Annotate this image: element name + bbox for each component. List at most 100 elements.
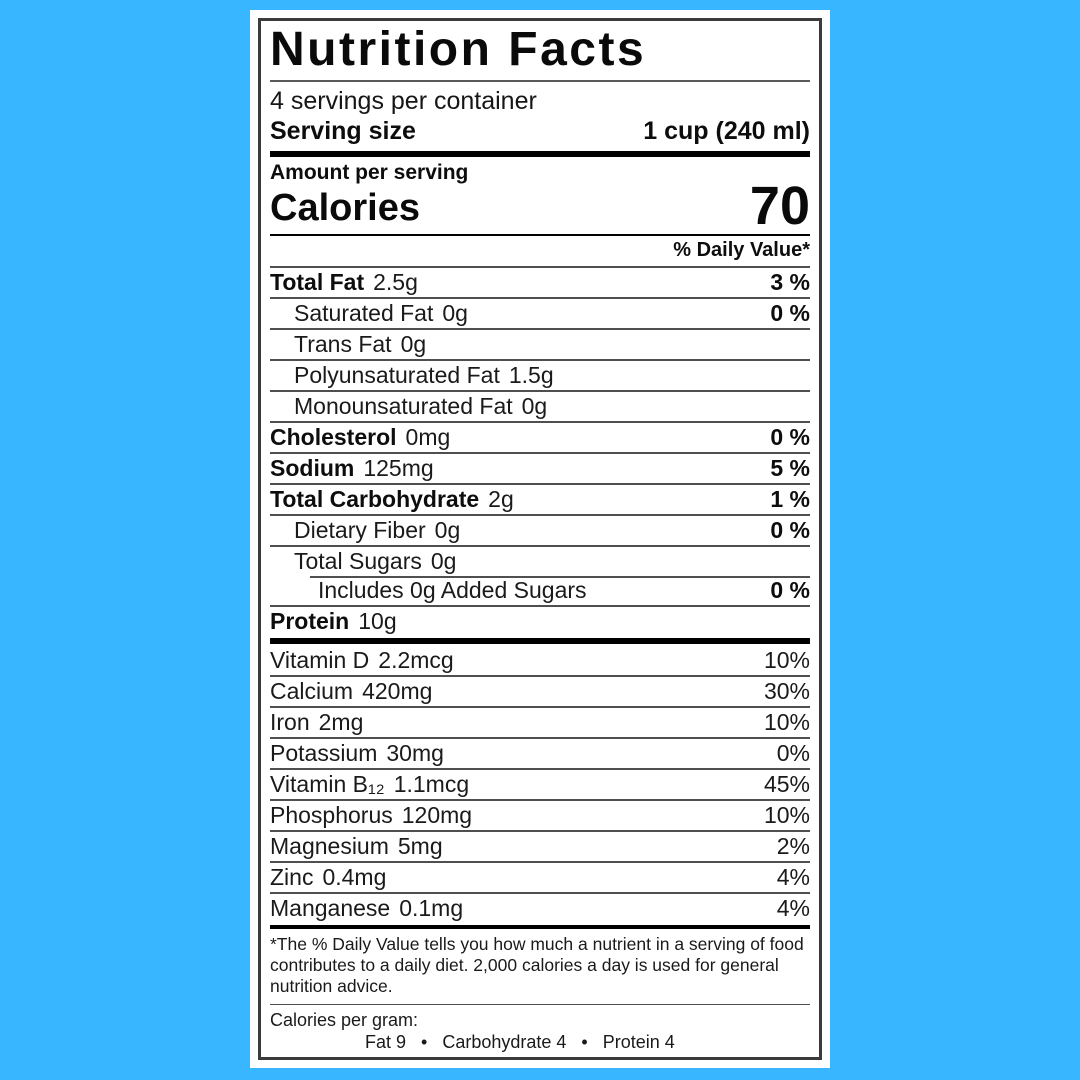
row-monounsaturated-fat: Monounsaturated Fat 0g xyxy=(270,390,810,421)
nutrient-dv: 4% xyxy=(776,864,810,891)
daily-value-header: % Daily Value* xyxy=(673,239,810,262)
serving-size-label: Serving size xyxy=(270,116,416,145)
row-zinc: Zinc 0.4mg 4% xyxy=(270,861,810,892)
row-protein: Protein 10g xyxy=(270,605,810,636)
row-iron: Iron 2mg 10% xyxy=(270,706,810,737)
nutrient-dv: 4% xyxy=(776,895,810,922)
nutrient-name: Iron xyxy=(270,709,310,736)
nutrient-name: Saturated Fat xyxy=(294,300,434,327)
nutrient-amount: 0g xyxy=(430,548,457,575)
medium-divider-bar xyxy=(270,925,810,929)
nutrient-amount: 1.5g xyxy=(508,362,554,389)
row-added-sugars: Includes 0g Added Sugars 0 % xyxy=(270,576,810,605)
nutrient-amount: 2mg xyxy=(318,709,364,736)
nutrient-amount: 120mg xyxy=(401,802,473,829)
nutrient-dv: 0 % xyxy=(770,577,810,604)
row-total-carbohydrate: Total Carbohydrate 2g 1 % xyxy=(270,483,810,514)
row-saturated-fat: Saturated Fat 0g 0 % xyxy=(270,297,810,328)
nutrient-dv: 10% xyxy=(763,709,810,736)
nutrient-name: Protein xyxy=(270,608,350,635)
nutrient-name: Total Fat xyxy=(270,269,365,296)
nutrient-amount: 125mg xyxy=(363,455,434,482)
label-title: Nutrition Facts xyxy=(270,23,810,82)
vitamin-mineral-table: Vitamin D 2.2mcg 10% Calcium 420mg 30% Iro… xyxy=(270,646,810,923)
nutrient-name: Zinc xyxy=(270,864,314,891)
medium-divider-bar xyxy=(270,233,810,237)
thick-divider-bar xyxy=(270,150,810,157)
nutrient-name: Manganese xyxy=(270,895,391,922)
row-trans-fat: Trans Fat 0g xyxy=(270,328,810,359)
calories-value: 70 xyxy=(749,175,810,236)
nutrient-name: Monounsaturated Fat xyxy=(294,393,513,420)
nutrient-name: Vitamin D xyxy=(270,647,370,674)
row-total-fat: Total Fat 2.5g 3 % xyxy=(270,266,810,297)
calories-label: Calories xyxy=(270,186,420,229)
calories-per-gram-values: Fat 9 • Carbohydrate 4 • Protein 4 xyxy=(365,1031,675,1052)
nutrient-name: Magnesium xyxy=(270,833,389,860)
nutrient-name: Phosphorus xyxy=(270,802,393,829)
nutrient-name: Cholesterol xyxy=(270,424,397,451)
nutrient-dv: 2% xyxy=(776,833,810,860)
row-potassium: Potassium 30mg 0% xyxy=(270,737,810,768)
nutrient-dv: 10% xyxy=(763,802,810,829)
nutrient-amount: 0.4mg xyxy=(322,864,387,891)
nutrient-dv: 1 % xyxy=(770,486,810,513)
row-magnesium: Magnesium 5mg 2% xyxy=(270,830,810,861)
nutrient-amount: 0g xyxy=(400,331,427,358)
row-vitamin-d: Vitamin D 2.2mcg 10% xyxy=(270,646,810,675)
serving-size-value: 1 cup (240 ml) xyxy=(643,116,810,145)
nutrient-name: Total Sugars xyxy=(294,548,422,575)
nutrient-name: Sodium xyxy=(270,455,355,482)
nutrient-name: Calcium xyxy=(270,678,354,705)
nutrient-amount: 0g xyxy=(521,393,548,420)
row-manganese: Manganese 0.1mg 4% xyxy=(270,892,810,923)
row-dietary-fiber: Dietary Fiber 0g 0 % xyxy=(270,514,810,545)
nutrient-amount: 420mg xyxy=(362,678,433,705)
nutrient-amount: 2.2mcg xyxy=(378,647,454,674)
servings-per-container: 4 servings per container xyxy=(270,86,537,115)
row-calcium: Calcium 420mg 30% xyxy=(270,675,810,706)
nutrient-dv: 10% xyxy=(763,647,810,674)
nutrient-amount: 0.1mg xyxy=(399,895,464,922)
nutrient-dv: 0% xyxy=(776,740,810,767)
nutrient-amount: 0g xyxy=(442,300,468,327)
nutrient-amount: 2g xyxy=(488,486,514,513)
nutrient-amount: 2.5g xyxy=(373,269,418,296)
row-cholesterol: Cholesterol 0mg 0 % xyxy=(270,421,810,452)
nutrient-name: Vitamin B₁₂ xyxy=(270,771,385,798)
row-polyunsaturated-fat: Polyunsaturated Fat 1.5g xyxy=(270,359,810,390)
nutrient-table: Total Fat 2.5g 3 % Saturated Fat 0g 0 % Tr… xyxy=(270,266,810,636)
daily-value-footnote: *The % Daily Value tells you how much a … xyxy=(270,933,804,996)
calories-per-gram-label: Calories per gram: xyxy=(270,1009,419,1030)
calories-per-gram-block: Calories per gram: Fat 9 • Carbohydrate … xyxy=(270,1005,810,1053)
nutrient-dv: 3 % xyxy=(770,269,810,296)
nutrient-amount: 0mg xyxy=(405,424,451,451)
row-vitamin-b12: Vitamin B₁₂ 1.1mcg 45% xyxy=(270,768,810,799)
nutrient-name: Polyunsaturated Fat xyxy=(294,362,500,389)
nutrition-facts-label: Nutrition Facts 4 servings per container… xyxy=(258,18,822,1060)
nutrient-name: Dietary Fiber xyxy=(294,517,426,544)
nutrient-name: Potassium xyxy=(270,740,378,767)
nutrient-name: Total Carbohydrate xyxy=(270,486,480,513)
nutrition-label-card: Nutrition Facts 4 servings per container… xyxy=(250,10,830,1068)
nutrient-amount: 10g xyxy=(358,608,397,635)
nutrient-dv: 0 % xyxy=(770,517,810,544)
calories-row: Calories 70 xyxy=(270,175,810,236)
amount-per-serving-label: Amount per serving xyxy=(270,160,469,184)
row-sodium: Sodium 125mg 5 % xyxy=(270,452,810,483)
nutrient-amount: 0g xyxy=(434,517,461,544)
row-total-sugars: Total Sugars 0g xyxy=(270,545,810,576)
thick-divider-bar xyxy=(270,638,810,645)
nutrient-dv: 0 % xyxy=(770,300,810,327)
nutrient-dv: 45% xyxy=(763,771,810,798)
nutrient-amount: 1.1mcg xyxy=(393,771,470,798)
nutrient-amount: 30mg xyxy=(386,740,444,767)
footnote-divider-rule xyxy=(270,1003,810,1005)
nutrient-name: Includes 0g Added Sugars xyxy=(318,577,587,604)
row-phosphorus: Phosphorus 120mg 10% xyxy=(270,799,810,830)
nutrient-dv: 5 % xyxy=(770,455,810,482)
nutrient-amount: 5mg xyxy=(397,833,443,860)
nutrient-name: Trans Fat xyxy=(294,331,392,358)
serving-size-row: Serving size 1 cup (240 ml) xyxy=(270,116,810,146)
nutrient-dv: 0 % xyxy=(770,424,810,451)
